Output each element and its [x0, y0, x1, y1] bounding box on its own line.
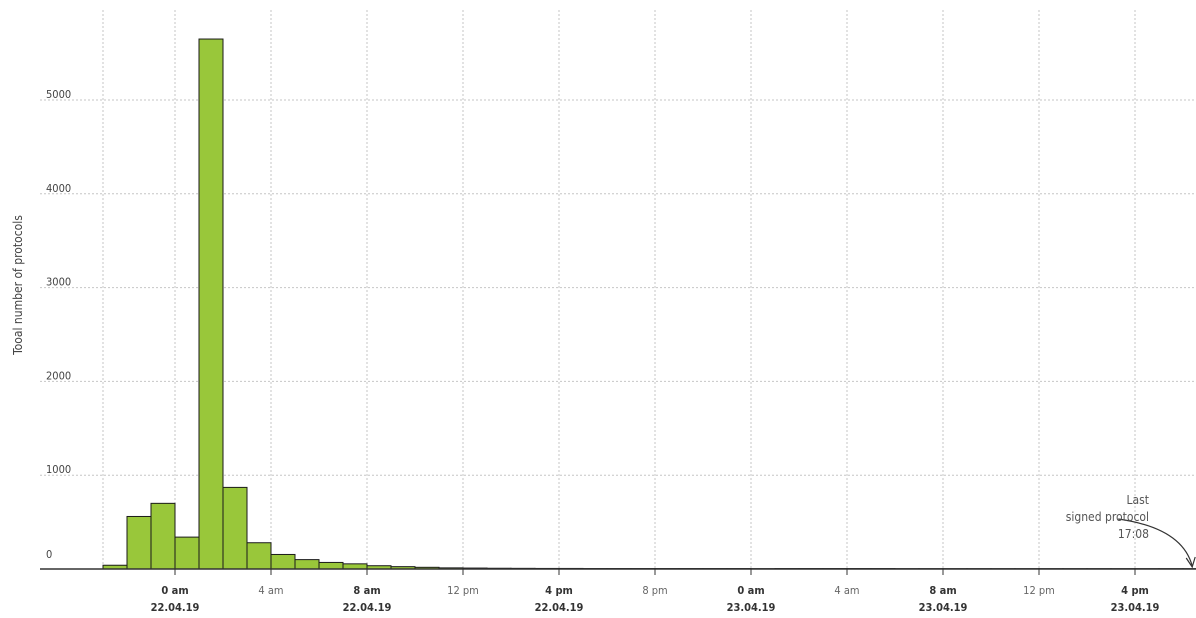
annotation-line-2: signed protocol: [1065, 510, 1149, 524]
x-tick-label: 4 am: [258, 584, 283, 597]
x-tick-label: 8 pm: [642, 584, 667, 597]
bar: [270, 553, 296, 570]
bar: [126, 515, 152, 570]
y-tick-label: 2000: [46, 369, 71, 382]
y-tick-label: 4000: [46, 182, 71, 195]
bar: [342, 563, 368, 570]
x-tick-label: 4 pm: [1121, 584, 1149, 597]
x-tick-date: 23.04.19: [1111, 601, 1160, 614]
y-axis-title: Tooal number of protocols: [11, 215, 25, 355]
x-tick-date: 23.04.19: [919, 601, 968, 614]
annotation-arrow-line: [1118, 518, 1193, 567]
bars: [102, 38, 1196, 570]
annotation-arrow: [1118, 518, 1196, 569]
bar: [150, 502, 176, 570]
bar: [246, 542, 272, 570]
y-tick-label: 3000: [46, 276, 71, 289]
bar: [318, 561, 344, 570]
x-tick-date: 22.04.19: [535, 601, 584, 614]
x-tick-date: 22.04.19: [151, 601, 200, 614]
x-tick-date: 23.04.19: [727, 601, 776, 614]
x-tick-label: 0 am: [737, 584, 764, 597]
x-tick-date: 22.04.19: [343, 601, 392, 614]
annotation-arrow-head: [1185, 556, 1196, 569]
annotation-line-3: 17:08: [1117, 527, 1149, 541]
x-tick-label: 12 pm: [1023, 584, 1055, 597]
x-tick-label: 8 am: [929, 584, 956, 597]
tick-labels: 0 1000 2000 3000 4000 5000 0 am 22.04.19 4 am 8 a…: [46, 88, 1160, 614]
y-tick-label: 5000: [46, 88, 71, 101]
y-tick-label: 1000: [46, 463, 71, 476]
y-tick-label: 0: [46, 548, 52, 561]
x-tick-label: 8 am: [353, 584, 380, 597]
bar: [222, 486, 248, 570]
bar: [198, 38, 224, 570]
x-tick-label: 4 am: [834, 584, 859, 597]
x-tick-label: 12 pm: [447, 584, 479, 597]
x-tick-label: 0 am: [161, 584, 188, 597]
last-protocol-annotation: Last signed protocol 17:08: [1066, 492, 1149, 543]
x-tick-label: 4 pm: [545, 584, 573, 597]
annotation-line-1: Last: [1126, 493, 1149, 507]
axes: [40, 568, 1196, 575]
grid-lines: [40, 10, 1196, 569]
bar: [294, 559, 320, 570]
bar: [174, 536, 200, 570]
